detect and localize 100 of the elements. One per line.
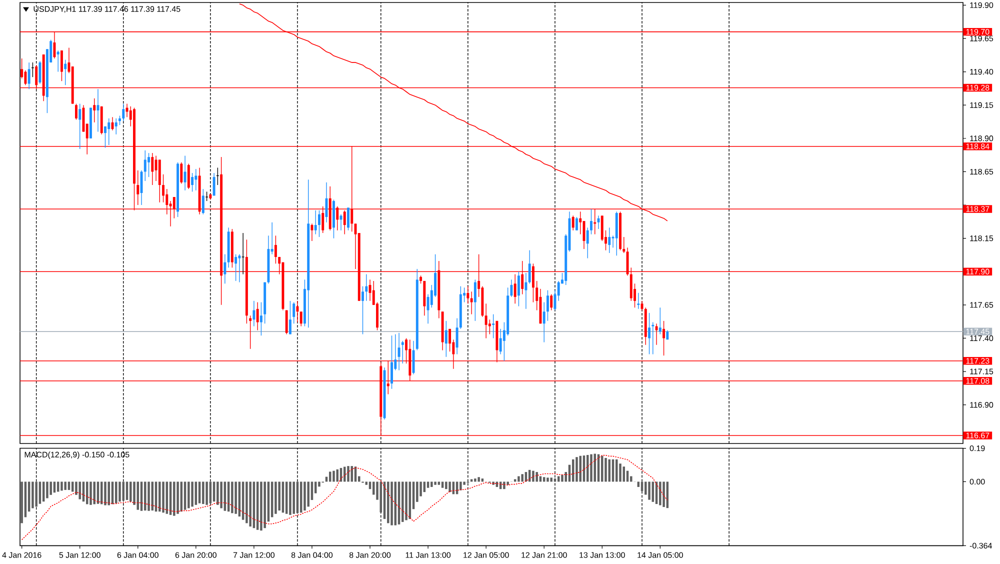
- x-tick-label: 12 Jan 05:00: [464, 552, 509, 558]
- ref-line-label: 119.70: [966, 28, 990, 35]
- candlestick: [448, 328, 452, 352]
- candlestick: [310, 223, 314, 242]
- candlestick: [260, 302, 262, 336]
- candlestick: [398, 332, 400, 371]
- bar: [648, 482, 650, 500]
- bar: [234, 482, 237, 514]
- candlestick: [401, 340, 404, 364]
- bar: [118, 482, 121, 502]
- candlestick: [510, 279, 513, 298]
- bar: [32, 482, 34, 508]
- x-tick-label: 14 Jan 05:00: [638, 552, 683, 558]
- bar: [506, 482, 509, 485]
- candlestick: [365, 274, 368, 302]
- bar: [202, 482, 204, 504]
- ref-line-label: 117.45: [966, 328, 990, 334]
- bar: [514, 479, 516, 482]
- bar: [126, 482, 128, 500]
- candlestick: [576, 216, 578, 231]
- bar: [209, 482, 212, 504]
- x-tick-label: 8 Jan 20:00: [349, 552, 391, 558]
- x-tick-label: 13 Jan 13:00: [580, 552, 625, 558]
- candlestick: [484, 303, 488, 339]
- candlestick: [212, 172, 216, 196]
- bar: [423, 482, 426, 492]
- candlestick: [38, 60, 42, 84]
- x-tick-label: 6 Jan 04:00: [117, 552, 158, 558]
- bar: [191, 482, 194, 507]
- bar: [532, 470, 534, 482]
- bar: [148, 482, 150, 511]
- candlestick: [318, 210, 320, 238]
- chart-title: USDJPY,H1 117.39 117.46 117.39 117.45: [34, 6, 180, 13]
- bar: [336, 469, 338, 482]
- candlestick: [241, 232, 245, 275]
- bar: [249, 482, 252, 527]
- y-tick-label: 117.40: [970, 335, 994, 342]
- bar: [93, 482, 96, 504]
- candlestick: [466, 286, 470, 304]
- candlestick: [288, 300, 292, 335]
- candlestick: [362, 286, 364, 335]
- candlestick: [648, 312, 651, 355]
- x-tick-label: 8 Jan 04:00: [291, 552, 333, 558]
- candlestick: [412, 340, 415, 375]
- bar: [264, 482, 266, 528]
- candlestick: [118, 115, 121, 126]
- bar: [231, 482, 234, 514]
- candlestick: [60, 50, 63, 82]
- candlestick: [390, 335, 393, 390]
- candlestick: [144, 150, 146, 182]
- bar: [350, 466, 353, 482]
- candlestick: [514, 274, 516, 304]
- bar: [470, 479, 473, 482]
- bar: [405, 482, 408, 520]
- candlestick: [285, 310, 288, 335]
- bar: [365, 482, 368, 485]
- bar: [561, 475, 564, 482]
- candlestick: [586, 227, 589, 259]
- candlestick: [187, 163, 190, 190]
- candlestick: [205, 191, 208, 202]
- bar: [20, 482, 23, 524]
- bar: [206, 482, 208, 505]
- candlestick: [524, 272, 528, 310]
- candlestick: [456, 318, 458, 355]
- candlestick: [517, 271, 520, 307]
- x-tick-label: 4 Jan 2016: [2, 552, 42, 558]
- candlestick: [180, 162, 183, 184]
- bar: [68, 482, 70, 490]
- candlestick: [78, 103, 82, 150]
- candlestick: [572, 215, 574, 231]
- candlestick: [238, 254, 241, 283]
- bar: [53, 482, 56, 493]
- candlestick: [637, 292, 640, 310]
- candlestick: [56, 50, 60, 72]
- candlestick: [234, 254, 238, 282]
- candlestick: [470, 291, 473, 315]
- bar: [162, 482, 164, 513]
- bar: [474, 478, 476, 482]
- bar: [285, 482, 288, 514]
- bar: [108, 482, 110, 506]
- candlestick: [151, 152, 154, 186]
- bar: [332, 470, 335, 482]
- candlestick: [662, 320, 666, 356]
- y-tick-label: 119.40: [970, 68, 994, 75]
- bar: [278, 482, 280, 511]
- bar: [307, 482, 310, 507]
- candlestick: [64, 59, 67, 86]
- bar: [158, 482, 161, 512]
- bar: [173, 482, 176, 516]
- candlestick: [274, 235, 277, 264]
- candlestick: [93, 98, 96, 123]
- candlestick: [542, 302, 546, 343]
- candlestick: [300, 311, 302, 327]
- bar: [390, 482, 393, 526]
- bar: [176, 482, 179, 514]
- bar: [637, 482, 640, 487]
- bar: [198, 482, 201, 504]
- bar: [546, 478, 549, 482]
- bar: [64, 482, 66, 490]
- bar: [78, 482, 81, 500]
